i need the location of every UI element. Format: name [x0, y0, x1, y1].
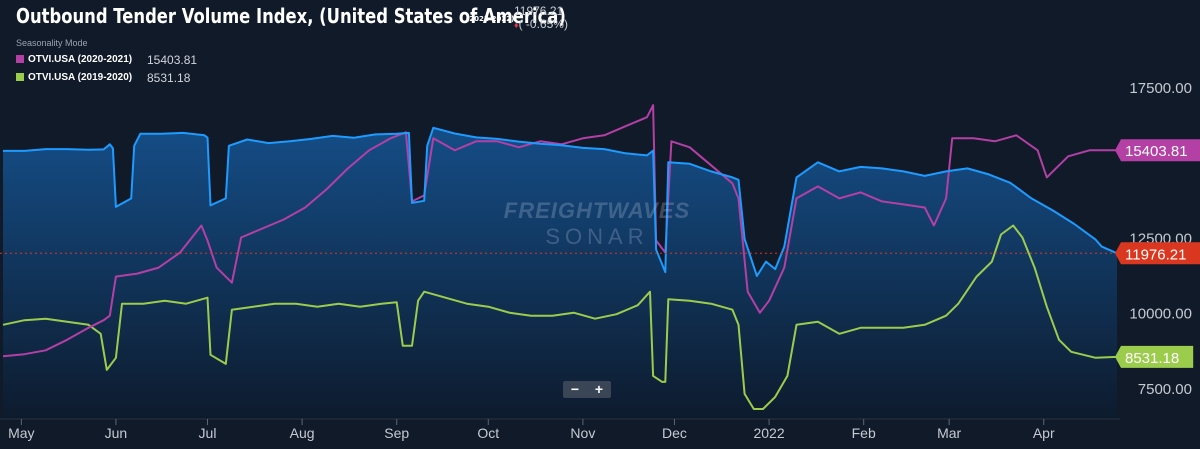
- x-tick-label: Nov: [570, 425, 595, 441]
- legend-value-2020-2021: 15403.81: [147, 53, 198, 67]
- legend-label-2019-2020: OTVI.USA (2019-2020): [28, 72, 133, 83]
- x-tick-label: Mar: [937, 425, 961, 441]
- zoom-in-button[interactable]: +: [594, 381, 604, 397]
- current-value: 11976.21: [514, 4, 564, 18]
- chart-title-block: Outbound Tender Volume Index, (United St…: [16, 4, 687, 28]
- legend-swatch-2020-2021: [16, 55, 24, 63]
- tag-2019-2020-box: [1115, 345, 1194, 368]
- change-readout: ♦( -0.65%): [514, 17, 568, 31]
- tag-2021-2022-label: 11976.21: [1125, 246, 1186, 263]
- tag-2020-2021: 15403.81: [1115, 139, 1200, 162]
- chart-period: (2021-2022): [466, 15, 515, 23]
- zoom-controls: − +: [563, 381, 611, 398]
- tag-2020-2021-box: [1115, 139, 1200, 162]
- x-tick-label: Feb: [852, 425, 876, 441]
- tag-2021-2022-box: [1115, 242, 1200, 265]
- down-arrow-icon: ♦: [514, 20, 519, 30]
- x-tick-label: May: [8, 425, 34, 441]
- x-tick-label: Jun: [105, 425, 128, 441]
- x-tick-label: Oct: [477, 425, 499, 441]
- x-tick-label: Aug: [290, 425, 315, 441]
- y-tick-label: 17500.00: [1129, 80, 1192, 97]
- x-tick-label: 2022: [753, 425, 784, 441]
- tag-2020-2021-label: 15403.81: [1125, 143, 1188, 160]
- legend-value-2019-2020: 8531.18: [147, 71, 191, 85]
- chart-title: Outbound Tender Volume Index, (United St…: [16, 4, 566, 28]
- zoom-out-button[interactable]: −: [570, 381, 580, 397]
- series-2019-2020-line: [2, 224, 1118, 410]
- tag-2019-2020: 8531.18: [1115, 345, 1194, 368]
- x-tick-label: Jul: [199, 425, 217, 441]
- tag-2019-2020-label: 8531.18: [1125, 350, 1179, 367]
- x-tick-label: Dec: [662, 425, 687, 441]
- seasonality-mode-label: Seasonality Mode: [16, 38, 88, 48]
- legend-item-2019-2020[interactable]: OTVI.USA (2019-2020) 8531.18: [16, 71, 190, 85]
- series-2021-2022-line: [3, 126, 1118, 277]
- x-tick-label: Sep: [384, 425, 409, 441]
- legend-swatch-2019-2020: [16, 73, 24, 81]
- series-2020-2021-line: [2, 104, 1118, 358]
- y-tick-label: 10000.00: [1129, 306, 1192, 323]
- series-2021-2022-area: [3, 127, 1117, 419]
- y-tick-label: 7500.00: [1138, 381, 1192, 398]
- change-percent: ( -0.65%): [518, 17, 568, 31]
- x-tick-label: Apr: [1033, 425, 1055, 441]
- legend-item-2020-2021[interactable]: OTVI.USA (2020-2021) 15403.81: [16, 53, 197, 67]
- tag-2021-2022: 11976.21: [1115, 242, 1200, 265]
- legend-label-2020-2021: OTVI.USA (2020-2021): [28, 54, 133, 65]
